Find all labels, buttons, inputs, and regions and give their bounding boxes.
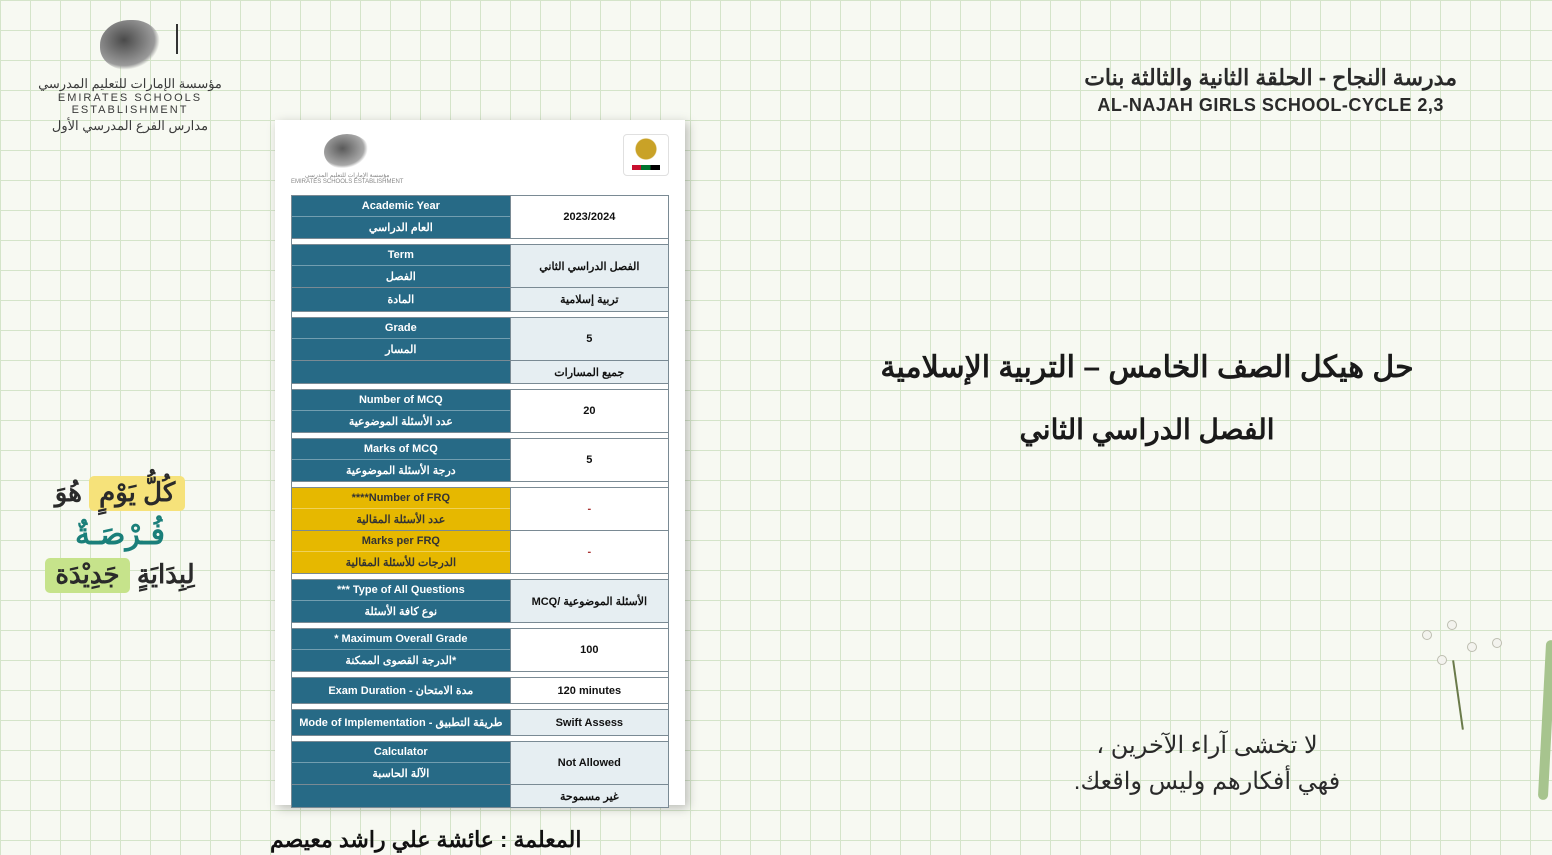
teacher-name: المعلمة : عائشة علي راشد معيصم — [270, 827, 581, 853]
motiv-row-1: كُلُّ يَوْمٍ هُوَ — [10, 476, 230, 511]
row-value: 5 — [510, 439, 668, 482]
table-row: *** Type of All Questionsنوع كافة الأسئل… — [292, 580, 669, 623]
motiv-r2: فُـرْصَـةٌ — [75, 518, 165, 551]
table-row: جميع المسارات — [292, 361, 669, 384]
motiv-row-2: فُـرْصَـةٌ — [10, 517, 230, 552]
school-name-ar: مدرسة النجاح - الحلقة الثانية والثالثة ب… — [1084, 65, 1457, 91]
row-label: Exam Duration - مدة الامتحان — [292, 678, 511, 704]
row-value: 100 — [510, 629, 668, 672]
row-value: الفصل الدراسي الثاني — [510, 245, 668, 288]
main-title-line2: الفصل الدراسي الثاني — [837, 413, 1457, 446]
bquote-l1: لا تخشى آراء الآخرين ، — [992, 728, 1422, 764]
deco-stick — [1538, 640, 1552, 800]
row-label: Number of MCQعدد الأسئلة الموضوعية — [292, 390, 511, 433]
row-value: جميع المسارات — [510, 361, 668, 384]
row-label: Marks of MCQدرجة الأسئلة الموضوعية — [292, 439, 511, 482]
table-row: Termالفصلالفصل الدراسي الثاني — [292, 245, 669, 288]
school-name-en: AL-NAJAH GIRLS SCHOOL-CYCLE 2,3 — [1084, 95, 1457, 116]
row-value: - — [510, 488, 668, 531]
establishment-block: مؤسسة الإمارات للتعليم المدرسي EMIRATES … — [15, 20, 245, 134]
table-row: ****Number of FRQعدد الأسئلة المقالية- — [292, 488, 669, 531]
row-label: Termالفصل — [292, 245, 511, 288]
spec-table: Academic Yearالعام الدراسي2023/2024 Termا… — [291, 195, 669, 808]
doc-logo-right — [623, 134, 669, 176]
table-row: Exam Duration - مدة الامتحان120 minutes — [292, 678, 669, 704]
motivation-block: كُلُّ يَوْمٍ هُوَ فُـرْصَـةٌ لِبِدَايَةٍ… — [10, 470, 230, 599]
establishment-logo — [100, 20, 160, 70]
row-value: - — [510, 531, 668, 574]
table-row: Gradeالمسار5 — [292, 318, 669, 361]
row-value: 5 — [510, 318, 668, 361]
row-label: Academic Yearالعام الدراسي — [292, 196, 511, 239]
row-label: Mode of Implementation - طريقة التطبيق — [292, 710, 511, 736]
deco-flower — [1397, 620, 1537, 730]
row-label: Gradeالمسار — [292, 318, 511, 361]
table-row: * Maximum Overall Grade*الدرجة القصوى ال… — [292, 629, 669, 672]
row-label — [292, 785, 511, 808]
motiv-r3-rest: لِبِدَايَةٍ — [137, 559, 195, 589]
table-row: Marks per FRQالدرجات للأسئلة المقالية- — [292, 531, 669, 574]
table-row: Marks of MCQدرجة الأسئلة الموضوعية5 — [292, 439, 669, 482]
bottom-quote: لا تخشى آراء الآخرين ، فهي أفكارهم وليس … — [992, 728, 1422, 800]
main-title-line1: حل هيكل الصف الخامس – التربية الإسلامية — [837, 350, 1457, 385]
motiv-row-3: لِبِدَايَةٍ جَدِيْدَة — [10, 558, 230, 593]
row-label: المادة — [292, 288, 511, 312]
main-title-block: حل هيكل الصف الخامس – التربية الإسلامية … — [837, 350, 1457, 446]
spec-document: مؤسسة الإمارات للتعليم المدرسيEMIRATES S… — [275, 120, 685, 805]
row-label: Marks per FRQالدرجات للأسئلة المقالية — [292, 531, 511, 574]
row-value: الأسئلة الموضوعية /MCQ — [510, 580, 668, 623]
row-value: Not Allowed — [510, 742, 668, 785]
row-value: Swift Assess — [510, 710, 668, 736]
row-value: 2023/2024 — [510, 196, 668, 239]
table-row: Calculatorالآلة الحاسبةNot Allowed — [292, 742, 669, 785]
row-label: * Maximum Overall Grade*الدرجة القصوى ال… — [292, 629, 511, 672]
row-label — [292, 361, 511, 384]
table-row: Number of MCQعدد الأسئلة الموضوعية20 — [292, 390, 669, 433]
establishment-name-en: EMIRATES SCHOOLS ESTABLISHMENT — [15, 92, 245, 116]
row-value: 20 — [510, 390, 668, 433]
row-label: ****Number of FRQعدد الأسئلة المقالية — [292, 488, 511, 531]
table-row: غير مسموحة — [292, 785, 669, 808]
table-row: Mode of Implementation - طريقة التطبيقSw… — [292, 710, 669, 736]
bquote-l2: فهي أفكارهم وليس واقعك. — [992, 764, 1422, 800]
doc-header: مؤسسة الإمارات للتعليم المدرسيEMIRATES S… — [291, 134, 669, 185]
motiv-r1-rest: هُوَ — [55, 477, 82, 507]
establishment-subline: مدارس الفرع المدرسي الأول — [15, 118, 245, 134]
motiv-r1-hl: كُلُّ يَوْمٍ — [89, 476, 185, 511]
school-block: مدرسة النجاح - الحلقة الثانية والثالثة ب… — [1084, 65, 1457, 116]
row-label: Calculatorالآلة الحاسبة — [292, 742, 511, 785]
row-value: غير مسموحة — [510, 785, 668, 808]
table-row: المادةتربية إسلامية — [292, 288, 669, 312]
doc-logo-left: مؤسسة الإمارات للتعليم المدرسيEMIRATES S… — [291, 134, 403, 185]
row-label: *** Type of All Questionsنوع كافة الأسئل… — [292, 580, 511, 623]
establishment-name-ar: مؤسسة الإمارات للتعليم المدرسي — [15, 76, 245, 92]
motiv-r3-hl: جَدِيْدَة — [45, 558, 129, 593]
row-value: 120 minutes — [510, 678, 668, 704]
table-row: Academic Yearالعام الدراسي2023/2024 — [292, 196, 669, 239]
row-value: تربية إسلامية — [510, 288, 668, 312]
